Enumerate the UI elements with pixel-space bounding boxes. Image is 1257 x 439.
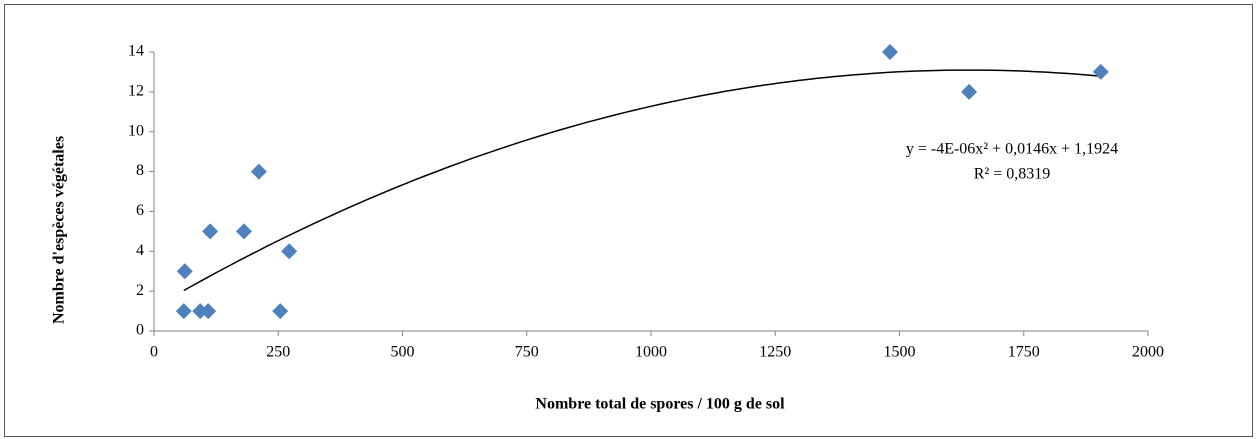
point <box>175 303 192 320</box>
x-tick-label: 1750 <box>1008 344 1040 361</box>
point <box>281 243 298 260</box>
trendline-r-squared: R² = 0,8319 <box>974 166 1051 183</box>
y-tick-label: 0 <box>136 322 144 339</box>
y-tick-label: 4 <box>136 242 144 259</box>
point <box>1092 63 1109 80</box>
point <box>235 223 252 240</box>
y-tick-label: 14 <box>128 43 144 60</box>
point <box>200 303 217 320</box>
trendline-equation: y = -4E-06x² + 0,0146x + 1,1924 <box>906 141 1118 158</box>
point <box>961 83 978 100</box>
chart-frame <box>4 4 1253 437</box>
point <box>202 223 219 240</box>
point <box>272 303 289 320</box>
point <box>882 44 899 60</box>
x-tick-label: 250 <box>266 344 290 361</box>
y-tick-label: 12 <box>128 83 144 100</box>
x-tick-label: 1250 <box>759 344 791 361</box>
y-axis-title: Nombre d'espèces végétales <box>51 136 68 324</box>
y-tick-label: 2 <box>136 282 144 299</box>
x-tick-label: 1000 <box>635 344 667 361</box>
x-tick-label: 500 <box>391 344 415 361</box>
x-tick-label: 0 <box>150 344 158 361</box>
point <box>250 163 267 180</box>
trendline <box>183 69 1101 292</box>
x-tick-label: 1500 <box>884 344 916 361</box>
point <box>176 263 193 280</box>
x-axis-title: Nombre total de spores / 100 g de sol <box>535 396 785 413</box>
x-tick-label: 2000 <box>1132 344 1164 361</box>
y-tick-label: 6 <box>136 202 144 219</box>
x-tick-label: 750 <box>515 344 539 361</box>
y-tick-label: 10 <box>128 122 144 139</box>
y-tick-label: 8 <box>136 162 144 179</box>
